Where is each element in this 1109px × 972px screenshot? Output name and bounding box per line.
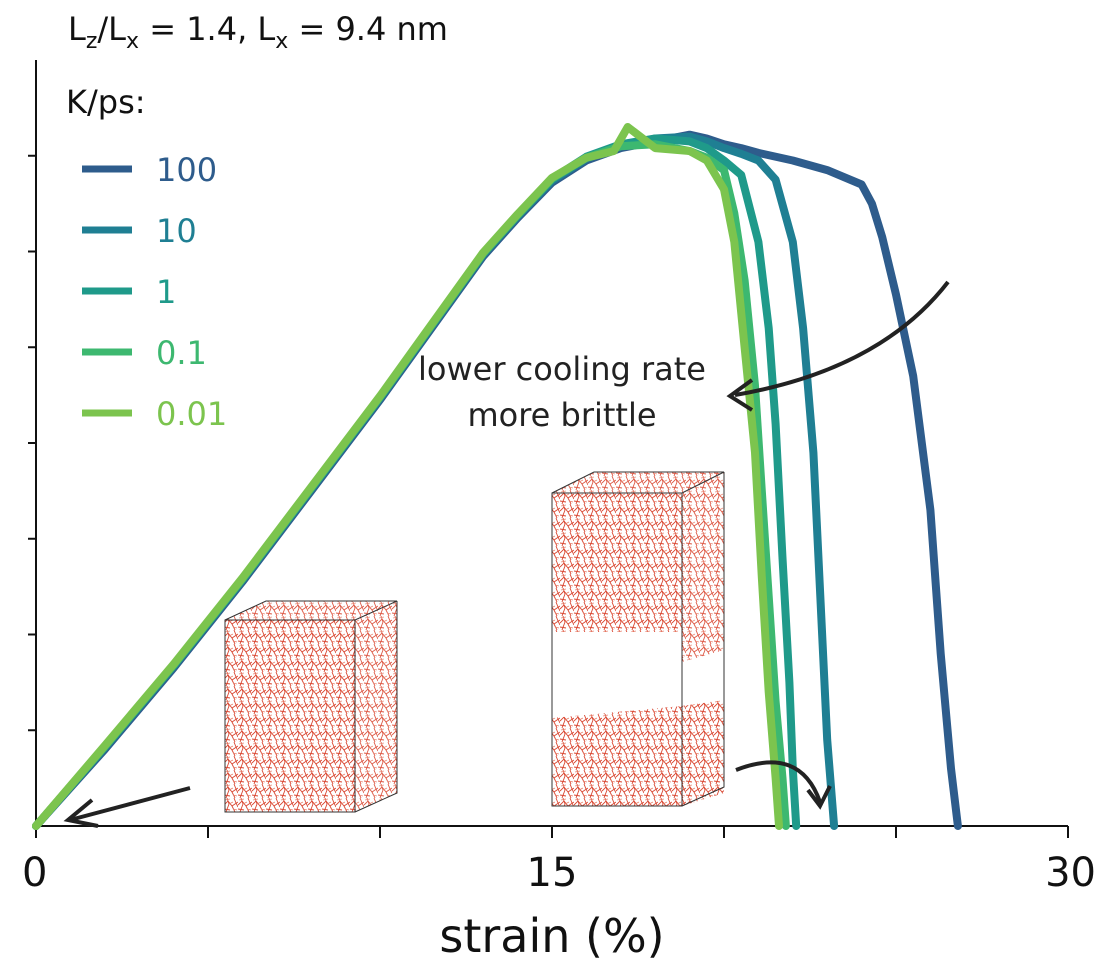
y-ticks xyxy=(28,154,36,732)
curved-arrow-icon xyxy=(734,280,950,397)
legend-label: 1 xyxy=(156,273,176,311)
inset-fractured-sample xyxy=(551,471,725,807)
curved-arrow-icon xyxy=(735,760,822,803)
legend-title: K/ps: xyxy=(66,83,146,121)
annotation-line1: lower cooling rate xyxy=(418,350,706,388)
annotation-line2: more brittle xyxy=(467,396,656,434)
arrow-to-origin xyxy=(63,786,191,828)
arrow-to-fracture xyxy=(735,760,832,810)
arrowhead-icon xyxy=(726,378,754,412)
legend-label: 10 xyxy=(156,212,197,250)
legend-label: 0.1 xyxy=(156,334,207,372)
annotation-brittle: lower cooling rate more brittle xyxy=(418,280,950,434)
legend: K/ps: 100 10 1 0.1 0.01 xyxy=(66,83,227,433)
arrowhead-icon xyxy=(806,785,832,810)
legend-label: 100 xyxy=(156,151,217,189)
legend-label: 0.01 xyxy=(156,395,227,433)
x-tick-label: 30 xyxy=(1045,850,1096,896)
chart-title: Lz/Lx = 1.4, Lx = 9.4 nm xyxy=(68,10,448,54)
straight-arrow-icon xyxy=(69,786,191,822)
series-line-0.01 xyxy=(32,123,783,830)
arrowhead-icon xyxy=(63,798,99,828)
x-tick-label: 15 xyxy=(527,850,578,896)
x-tick-label: 0 xyxy=(22,850,47,896)
x-axis-label: strain (%) xyxy=(439,909,664,963)
inset-intact-sample xyxy=(224,600,398,813)
series-lines xyxy=(32,123,962,830)
x-ticks: 0 15 30 xyxy=(22,826,1096,896)
